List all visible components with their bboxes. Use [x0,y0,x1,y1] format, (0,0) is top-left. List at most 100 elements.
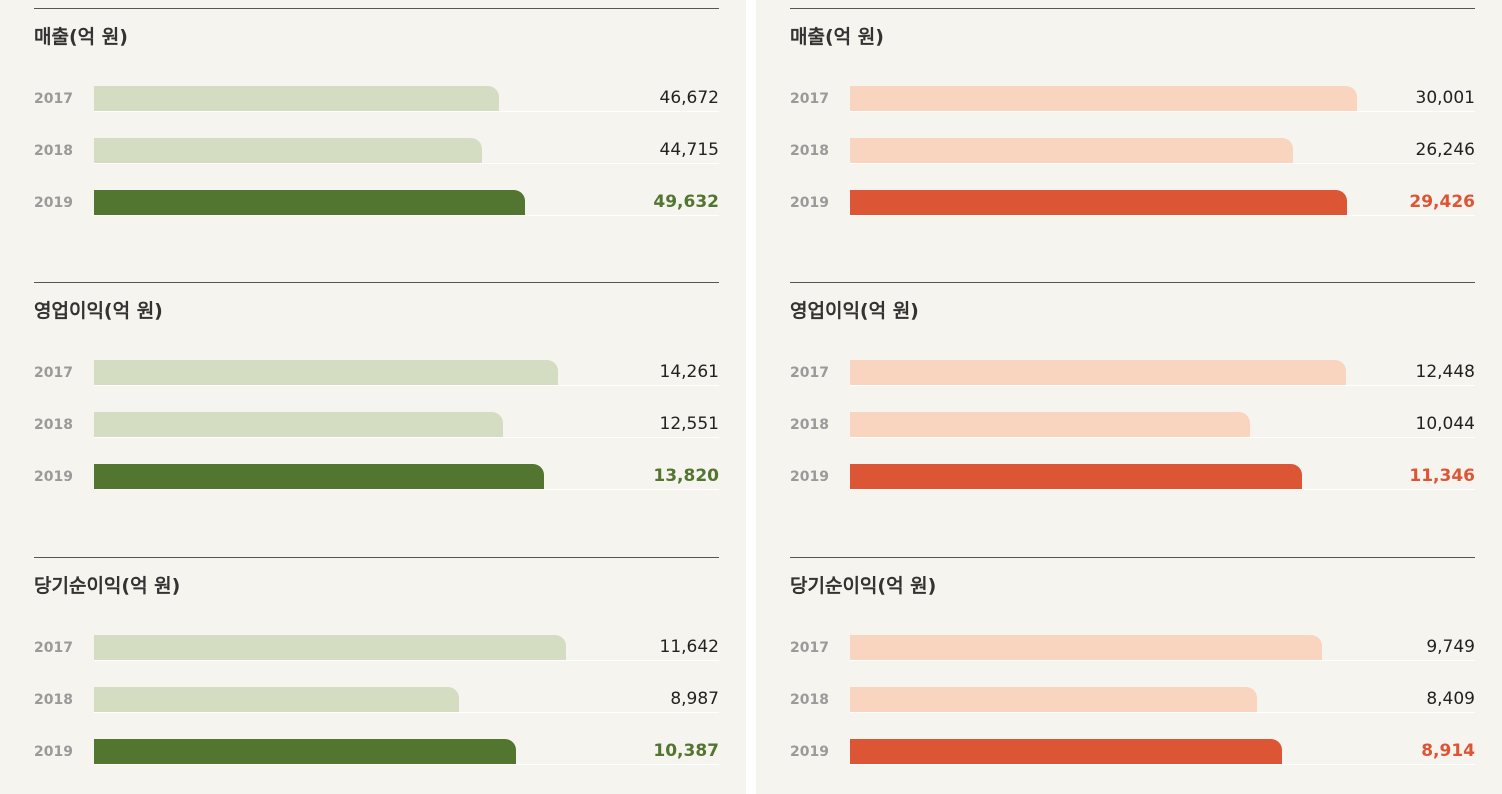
bar [850,739,1282,764]
bar [94,687,459,712]
year-label: 2018 [34,692,73,708]
chart-title: 영업이익(억 원) [790,300,919,322]
bar-baseline [94,660,719,661]
value-label: 13,820 [653,466,719,486]
year-label: 2017 [790,91,829,107]
bar-row: 2019 10,387 [34,739,719,765]
bar [94,190,525,215]
bar [850,138,1293,163]
bar [850,86,1357,111]
bar-baseline [850,764,1475,765]
value-label: 29,426 [1409,192,1475,212]
bar [94,86,499,111]
bar-baseline [94,385,719,386]
bar-baseline [850,385,1475,386]
year-label: 2018 [790,417,829,433]
section-divider [790,282,1475,283]
left-panel: 매출(억 원) 2017 46,672 2018 44,715 2019 49,632 영업이… [0,0,746,794]
value-label: 12,448 [1415,362,1475,382]
bar-baseline [850,489,1475,490]
value-label: 8,987 [670,689,719,709]
bar-row: 2017 9,749 [790,635,1475,661]
bar [850,464,1302,489]
bar-row: 2018 8,987 [34,687,719,713]
year-label: 2018 [34,417,73,433]
bar-baseline [850,712,1475,713]
bar-baseline [94,437,719,438]
year-label: 2019 [790,744,829,760]
bar [94,138,482,163]
bar-row: 2018 44,715 [34,138,719,164]
bar-row: 2018 26,246 [790,138,1475,164]
chart-title: 당기순이익(억 원) [790,575,937,597]
bar [850,190,1347,215]
year-label: 2018 [34,143,73,159]
value-label: 12,551 [659,414,719,434]
bar [94,739,516,764]
bar-row: 2017 11,642 [34,635,719,661]
year-label: 2019 [34,195,73,211]
bar-baseline [850,215,1475,216]
bar-baseline [94,712,719,713]
value-label: 46,672 [659,88,719,108]
bar [94,464,544,489]
year-label: 2019 [790,469,829,485]
value-label: 11,642 [659,637,719,657]
value-label: 11,346 [1409,466,1475,486]
value-label: 9,749 [1426,637,1475,657]
year-label: 2018 [790,143,829,159]
bar [94,412,503,437]
bar-baseline [94,111,719,112]
bar [850,687,1257,712]
value-label: 8,409 [1426,689,1475,709]
bar-row: 2019 13,820 [34,464,719,490]
value-label: 10,387 [653,741,719,761]
bar [850,635,1322,660]
bar-baseline [94,489,719,490]
year-label: 2017 [34,640,73,656]
value-label: 30,001 [1415,88,1475,108]
bar-row: 2017 46,672 [34,86,719,112]
bar-row: 2018 12,551 [34,412,719,438]
bar-row: 2017 30,001 [790,86,1475,112]
right-panel: 매출(억 원) 2017 30,001 2018 26,246 2019 29,426 영업이… [756,0,1502,794]
chart-title: 당기순이익(억 원) [34,575,181,597]
bar-row: 2018 10,044 [790,412,1475,438]
bar-row: 2019 11,346 [790,464,1475,490]
year-label: 2017 [790,640,829,656]
bar [94,635,566,660]
bar-baseline [850,437,1475,438]
value-label: 26,246 [1415,140,1475,160]
bar-row: 2019 8,914 [790,739,1475,765]
section-divider [34,282,719,283]
bar-baseline [850,111,1475,112]
bar-baseline [94,215,719,216]
year-label: 2017 [34,91,73,107]
value-label: 14,261 [659,362,719,382]
value-label: 8,914 [1421,741,1475,761]
bar-row: 2017 14,261 [34,360,719,386]
value-label: 10,044 [1415,414,1475,434]
year-label: 2019 [790,195,829,211]
bar-baseline [850,163,1475,164]
bar-row: 2019 29,426 [790,190,1475,216]
chart-title: 매출(억 원) [790,26,884,48]
bar-baseline [94,764,719,765]
section-divider [34,557,719,558]
year-label: 2017 [34,365,73,381]
bar-row: 2017 12,448 [790,360,1475,386]
value-label: 49,632 [653,192,719,212]
section-divider [790,8,1475,9]
bar [850,360,1346,385]
bar-row: 2018 8,409 [790,687,1475,713]
value-label: 44,715 [659,140,719,160]
bar [850,412,1250,437]
year-label: 2019 [34,469,73,485]
bar [94,360,558,385]
year-label: 2019 [34,744,73,760]
year-label: 2018 [790,692,829,708]
section-divider [34,8,719,9]
chart-title: 매출(억 원) [34,26,128,48]
chart-title: 영업이익(억 원) [34,300,163,322]
